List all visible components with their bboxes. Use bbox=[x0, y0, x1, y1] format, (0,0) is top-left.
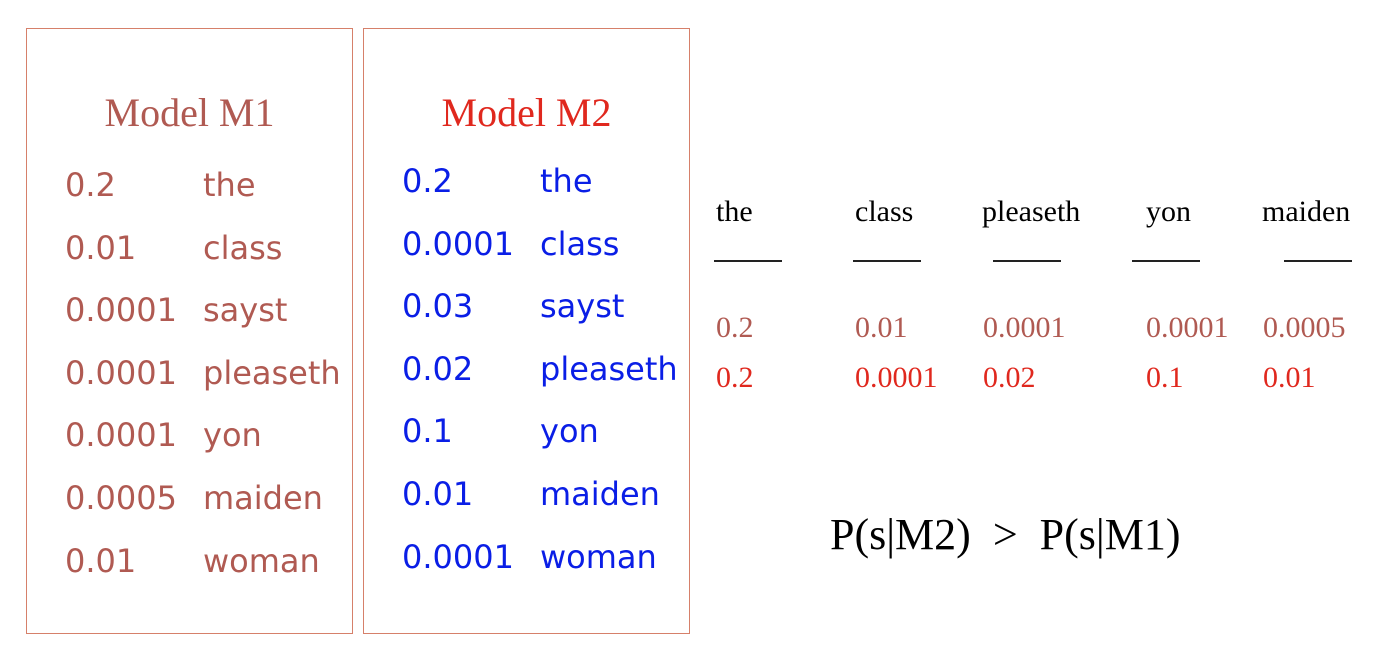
probability-value: 0.02 bbox=[402, 349, 474, 388]
comparison-formula: P(s|M2) > P(s|M1) bbox=[830, 510, 1181, 559]
m2-sentence-prob: 0.1 bbox=[1146, 361, 1184, 394]
vocabulary-word: sayst bbox=[540, 287, 625, 326]
blank-line bbox=[714, 260, 782, 262]
sentence-word: pleaseth bbox=[982, 195, 1081, 228]
sentence-word: the bbox=[716, 195, 753, 228]
m2-sentence-prob: 0.0001 bbox=[855, 361, 938, 394]
m2-sentence-prob: 0.01 bbox=[1263, 361, 1316, 394]
m2-sentence-prob: 0.2 bbox=[716, 361, 754, 394]
vocabulary-word: yon bbox=[540, 412, 599, 451]
probability-value: 0.01 bbox=[65, 228, 137, 267]
probability-value: 0.2 bbox=[65, 166, 116, 204]
probability-value: 0.2 bbox=[402, 162, 453, 200]
m1-sentence-prob: 0.01 bbox=[855, 311, 908, 344]
vocabulary-word: the bbox=[203, 166, 256, 204]
probability-value: 0.0005 bbox=[65, 479, 177, 517]
model-m1-title: Model M1 bbox=[104, 90, 275, 135]
model-m2-panel: Model M2 0.2 the 0.0001 class 0.03 sayst 0.02 p… bbox=[363, 28, 690, 634]
vocabulary-word: pleaseth bbox=[540, 349, 678, 388]
model-m1-panel: Model M1 0.2 the 0.01 class 0.0001 sayst 0.000… bbox=[26, 28, 353, 634]
vocabulary-word: pleaseth bbox=[203, 353, 341, 392]
vocabulary-word: yon bbox=[203, 416, 262, 455]
vocabulary-word: maiden bbox=[203, 479, 323, 517]
model-m2-title: Model M2 bbox=[441, 90, 612, 135]
m2-sentence-prob: 0.02 bbox=[983, 361, 1036, 394]
m1-sentence-prob: 0.0005 bbox=[1263, 311, 1346, 344]
vocabulary-word: sayst bbox=[203, 291, 288, 330]
vocabulary-word: class bbox=[540, 224, 620, 263]
vocabulary-word: the bbox=[540, 162, 593, 200]
m1-sentence-prob: 0.2 bbox=[716, 311, 754, 344]
probability-value: 0.03 bbox=[402, 287, 474, 326]
probability-value: 0.01 bbox=[65, 541, 137, 580]
vocabulary-word: class bbox=[203, 228, 283, 267]
probability-value: 0.0001 bbox=[65, 416, 177, 455]
probability-value: 0.0001 bbox=[402, 224, 514, 263]
sentence-word: class bbox=[855, 195, 914, 228]
vocabulary-word: maiden bbox=[540, 475, 660, 513]
m1-sentence-prob: 0.0001 bbox=[1146, 311, 1229, 344]
sentence-word: yon bbox=[1146, 195, 1191, 228]
probability-value: 0.1 bbox=[402, 412, 453, 451]
probability-value: 0.0001 bbox=[402, 537, 514, 576]
m1-sentence-prob: 0.0001 bbox=[983, 311, 1066, 344]
blank-line bbox=[993, 260, 1061, 262]
vocabulary-word: woman bbox=[203, 541, 320, 580]
vocabulary-word: woman bbox=[540, 537, 657, 576]
probability-value: 0.01 bbox=[402, 475, 474, 513]
blank-line bbox=[853, 260, 921, 262]
sentence-word: maiden bbox=[1262, 195, 1351, 228]
probability-value: 0.0001 bbox=[65, 291, 177, 330]
probability-value: 0.0001 bbox=[65, 353, 177, 392]
blank-line bbox=[1284, 260, 1352, 262]
blank-line bbox=[1132, 260, 1200, 262]
